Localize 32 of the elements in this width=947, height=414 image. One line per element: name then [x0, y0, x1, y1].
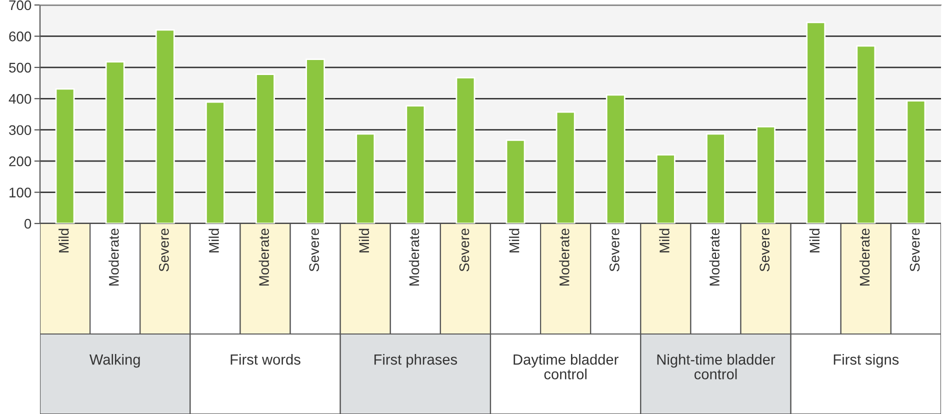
- x-tick-label: Mild: [208, 228, 219, 252]
- text: Walking: [89, 354, 140, 368]
- y-tick-label: 0: [24, 218, 32, 229]
- x-tick-label: Mild: [58, 228, 69, 252]
- x-tick-label: Severe: [610, 228, 620, 272]
- text: First words: [230, 354, 300, 365]
- x-tick-label: Severe: [159, 228, 169, 272]
- x-tick-label: Mild: [659, 228, 670, 252]
- text: Night-time bladder control: [657, 354, 776, 380]
- y-tick-label: 200: [9, 156, 32, 166]
- x-tick-label: Severe: [459, 228, 470, 272]
- text: First signs: [834, 354, 899, 368]
- x-tick-label: Mild: [809, 228, 820, 252]
- y-tick-label: 500: [9, 62, 32, 73]
- x-tick-label: Moderate: [859, 228, 870, 286]
- text: First phrases: [374, 354, 458, 368]
- y-tick-label: 100: [10, 188, 32, 198]
- x-tick-label: Moderate: [709, 228, 720, 286]
- y-tick-label: 300: [9, 125, 32, 136]
- x-tick-label: Moderate: [559, 228, 570, 286]
- x-tick-label: Severe: [760, 228, 770, 272]
- x-tick-label: Moderate: [108, 228, 119, 286]
- y-tick-label: 400: [8, 94, 32, 104]
- x-tick-label: Mild: [358, 228, 370, 252]
- text: Daytime bladder control: [514, 354, 618, 380]
- x-tick-label: Mild: [509, 228, 520, 252]
- x-tick-label: Moderate: [408, 228, 420, 286]
- y-tick-label: 700: [9, 0, 32, 10]
- x-tick-label: Severe: [910, 228, 920, 272]
- y-tick-label: 600: [9, 32, 32, 42]
- x-tick-label: Severe: [309, 228, 320, 272]
- x-tick-label: Moderate: [258, 228, 269, 286]
